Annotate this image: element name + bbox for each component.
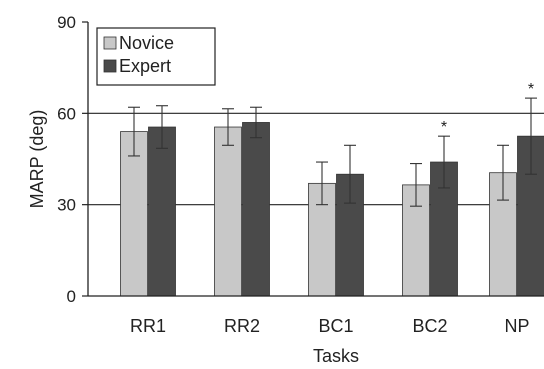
x-tick-label-rr1: RR1 — [130, 316, 166, 336]
x-axis-label: Tasks — [313, 346, 359, 366]
y-tick-label: 0 — [67, 287, 76, 306]
significance-marker: * — [528, 81, 534, 98]
bar-novice-rr2 — [214, 126, 242, 297]
legend-box — [96, 27, 216, 86]
bar-expert-rr1 — [148, 126, 176, 297]
y-tick-label: 30 — [57, 196, 76, 215]
significance-annotations: ** — [441, 81, 534, 136]
axes — [87, 22, 544, 297]
bar-expert-rr2 — [242, 122, 270, 297]
x-tick-label-np: NP — [504, 316, 529, 336]
x-tick-label-bc2: BC2 — [412, 316, 447, 336]
x-axis-ticks: RR1 RR2 BC1 BC2 NP — [130, 316, 530, 336]
legend-label-novice: Novice — [119, 33, 174, 53]
bar-novice-rr1 — [120, 131, 148, 297]
error-bars-group — [128, 97, 537, 207]
y-axis-ticks: 0 30 60 90 — [57, 13, 88, 306]
x-tick-label-bc1: BC1 — [318, 316, 353, 336]
y-tick-label: 90 — [57, 13, 76, 32]
bar-series-group — [120, 122, 544, 297]
y-tick-label: 60 — [57, 104, 76, 123]
significance-marker: * — [441, 119, 447, 136]
legend-swatch-expert — [103, 59, 117, 73]
legend-label-expert: Expert — [119, 56, 171, 76]
y-axis-label: MARP (deg) — [27, 110, 47, 209]
legend: Novice Expert — [96, 27, 216, 86]
x-tick-label-rr2: RR2 — [224, 316, 260, 336]
legend-swatch-novice — [103, 36, 117, 50]
